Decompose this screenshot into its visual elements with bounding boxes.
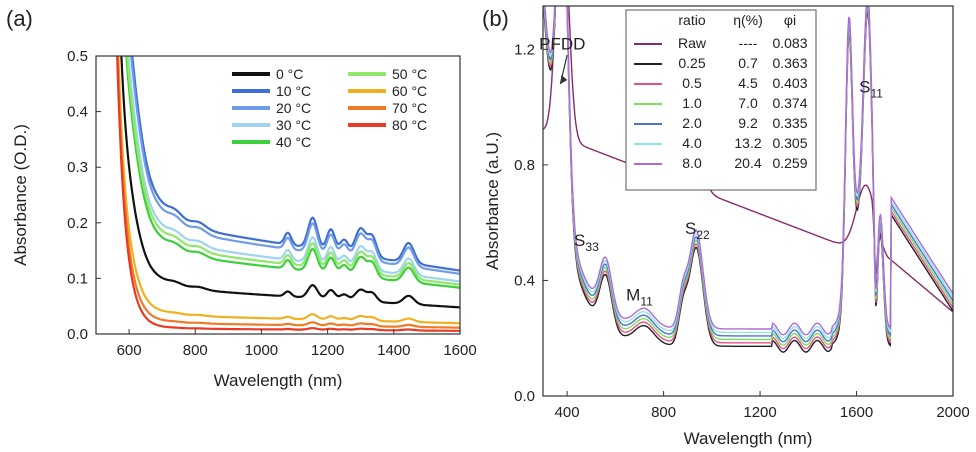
panel-b-legend-header: η(%) (733, 12, 763, 28)
panel-a-y-tick-label: 0.5 (67, 48, 88, 65)
panel-b-x-tick-label: 400 (555, 404, 580, 421)
panel-b-annotation: PFDD (539, 34, 585, 53)
panel-b-x-tick-label: 1200 (743, 404, 776, 421)
panel-a-series-line (116, 56, 460, 332)
panel-b-legend-cell: 0.403 (772, 75, 807, 91)
panel-b-legend-box (625, 9, 817, 191)
panel-b-legend-cell: 2.0 (682, 115, 702, 131)
panel-b-legend-cell: 9.2 (738, 115, 758, 131)
panel-a-x-tick-label: 800 (183, 342, 208, 359)
panel-a-y-axis-label: Absorbance (O.D.) (11, 124, 30, 266)
panel-a-y-tick-label: 0.0 (67, 326, 88, 343)
panel-b-legend-header: ratio (678, 12, 705, 28)
panel-a-series-line (129, 56, 460, 275)
panel-a-series-line (131, 56, 460, 272)
panel-b-series-lines (543, 6, 953, 353)
panel-a-legend-label: 20 °C (276, 100, 311, 116)
panel-b-series-line (543, 6, 953, 313)
panel-b-legend-cell: 0.374 (772, 95, 807, 111)
panel-b-annotation: S22 (685, 219, 710, 242)
panel-b-legend-cell: 0.259 (772, 155, 807, 171)
panel-b-legend-cell: 0.7 (738, 55, 758, 71)
panel-b-legend-cell: 0.305 (772, 135, 807, 151)
panel-b-y-axis-label: Absorbance (a.U.) (483, 132, 502, 270)
panel-b-legend-cell: 20.4 (734, 155, 761, 171)
panel-a-series-line (127, 56, 460, 283)
panel-a-legend-label: 60 °C (392, 83, 427, 99)
panel-b-annotations: PFDD S33 S22 M11 S11 (539, 34, 883, 308)
panel-a-x-tick-label: 1600 (443, 342, 476, 359)
panel-b-legend-cell: 0.25 (678, 55, 705, 71)
panel-b-y-tick-label: 0.4 (514, 272, 535, 289)
panel-a-series-line (125, 56, 460, 289)
panel-a-y-tick-label: 0.4 (67, 104, 88, 121)
panel-a-legend-label: 50 °C (392, 66, 427, 82)
panel-b-series-line (544, 6, 953, 336)
panel-b-legend-cell: 0.5 (682, 75, 702, 91)
pfdd-arrow-head (560, 75, 568, 84)
panel-b-y-tick-label: 1.2 (514, 41, 535, 58)
panel-a-x-tick-label: 1400 (377, 342, 410, 359)
panel-b-legend-cell: 4.5 (738, 75, 758, 91)
panel-a-x-tick-label: 600 (117, 342, 142, 359)
panel-a: (a) 600 800 1000 1200 1400 1600 0.00.10.20.30… (6, 6, 477, 390)
panel-a-series-line (117, 56, 460, 325)
panel-a-x-tick-label: 1000 (245, 342, 278, 359)
panel-a-legend: 0 °C10 °C20 °C30 °C40 °C 50 °C60 °C70 °C8… (232, 66, 427, 150)
panel-b-y-ticks: 0.0 0.4 0.8 1.2 (514, 41, 548, 405)
panel-a-plot-frame (95, 55, 461, 335)
panel-a-y-ticks: 0.0 0.1 0.2 0.3 0.4 0.5 (67, 48, 101, 343)
panel-b: (b) 400 800 1200 1600 2000 0.0 0.4 0.8 1.2 Wave… (482, 5, 970, 448)
panel-a-legend-label: 40 °C (276, 134, 311, 150)
panel-a-series-line (116, 56, 460, 329)
panel-b-annotation: S11 (859, 78, 883, 101)
panel-a-legend-label: 0 °C (276, 66, 303, 82)
panel-b-legend-cell: 13.2 (734, 135, 761, 151)
panel-b-legend-cell: 0.083 (772, 35, 807, 51)
panel-b-x-tick-label: 1600 (840, 404, 873, 421)
panel-b-legend-cell: Raw (678, 35, 707, 51)
panel-a-legend-label: 30 °C (276, 117, 311, 133)
panel-a-y-tick-label: 0.3 (67, 159, 88, 176)
panel-a-label: (a) (6, 6, 33, 31)
panel-b-legend-cell: 0.363 (772, 55, 807, 71)
panel-a-x-ticks: 600 800 1000 1200 1400 1600 (117, 329, 477, 359)
panel-a-legend-label: 10 °C (276, 83, 311, 99)
panel-b-y-tick-label: 0.8 (514, 157, 535, 174)
panel-a-legend-label: 70 °C (392, 100, 427, 116)
panel-a-y-tick-label: 0.1 (67, 270, 88, 287)
panel-a-x-axis-label: Wavelength (nm) (214, 371, 343, 390)
panel-a-legend-label: 80 °C (392, 117, 427, 133)
panel-b-legend-header: φi (784, 12, 796, 28)
panel-a-series-line (120, 56, 460, 309)
panel-b-legend-cell: ---- (739, 35, 758, 51)
panel-b-plot-frame (542, 5, 954, 397)
panel-b-legend: ratio η(%) φi Raw ---- 0.083 0.25 0.7 0.363 0.5 4.… (625, 9, 817, 191)
panel-b-y-tick-label: 0.0 (514, 388, 535, 405)
panel-b-annotation: S33 (574, 231, 599, 254)
panel-b-label: (b) (482, 6, 509, 31)
panel-a-x-tick-label: 1200 (311, 342, 344, 359)
panel-b-legend-cell: 4.0 (682, 135, 702, 151)
panel-a-y-tick-label: 0.2 (67, 215, 88, 232)
panel-a-series-line (126, 56, 460, 286)
panel-b-x-tick-label: 2000 (936, 404, 969, 421)
panel-b-legend-cell: 1.0 (682, 95, 702, 111)
panel-b-x-tick-label: 800 (651, 404, 676, 421)
panel-b-legend-cell: 8.0 (682, 155, 702, 171)
panel-b-legend-cell: 0.335 (772, 115, 807, 131)
panel-a-series-lines (116, 56, 460, 332)
panel-b-x-axis-label: Wavelength (nm) (684, 429, 813, 448)
panel-b-annotation: M11 (626, 286, 653, 309)
panel-b-x-ticks: 400 800 1200 1600 2000 (555, 391, 970, 421)
panel-b-legend-cell: 7.0 (738, 95, 758, 111)
